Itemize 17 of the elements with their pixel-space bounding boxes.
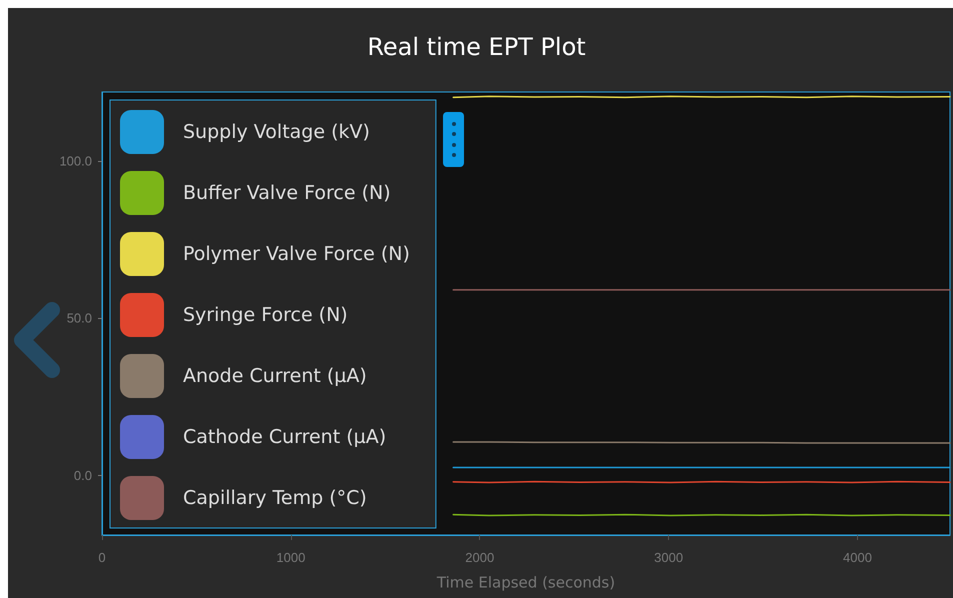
legend-label: Syringe Force (N) (183, 304, 348, 326)
x-tick-label: 4000 (842, 550, 872, 565)
y-tick-label: 50.0 (66, 310, 92, 326)
x-axis-title: Time Elapsed (seconds) (436, 574, 616, 592)
legend-label: Supply Voltage (kV) (183, 121, 370, 143)
x-tick-label: 0 (98, 550, 106, 565)
chart-title: Real time EPT Plot (367, 33, 586, 61)
x-tick-label: 3000 (654, 550, 684, 565)
legend-label: Anode Current (µA) (183, 365, 367, 387)
legend-label: Cathode Current (µA) (183, 426, 386, 448)
y-tick-label: 0.0 (74, 468, 92, 483)
legend-label: Capillary Temp (°C) (183, 487, 367, 509)
x-tick-label: 2000 (465, 550, 494, 565)
legend-label: Buffer Valve Force (N) (183, 182, 391, 204)
x-tick-label: 1000 (276, 550, 306, 565)
legend-label: Polymer Valve Force (N) (183, 243, 410, 265)
y-tick-label: 100.0 (59, 154, 92, 169)
